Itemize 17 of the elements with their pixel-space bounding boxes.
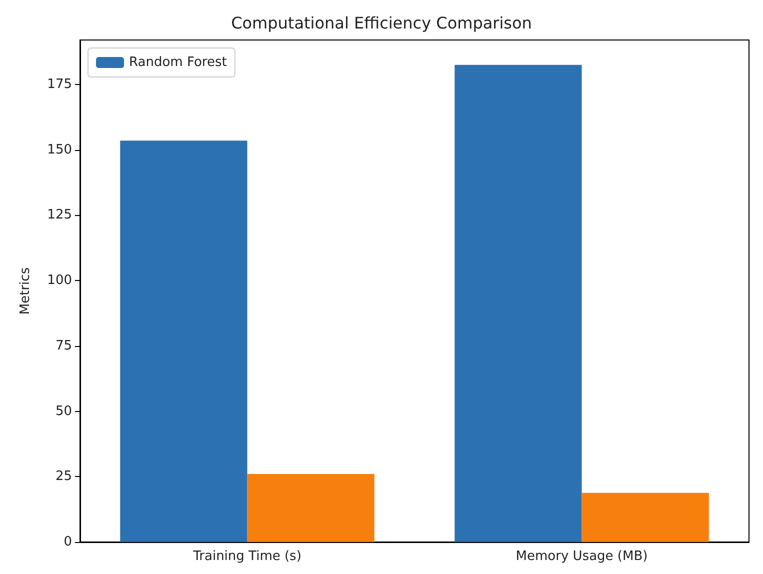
y-tick-label: 50	[55, 404, 72, 419]
bar	[582, 492, 709, 542]
x-tick-label: Training Time (s)	[192, 549, 302, 564]
y-tick-label: 25	[55, 469, 72, 484]
y-tick-label: 150	[47, 142, 72, 158]
bar	[120, 140, 248, 542]
y-tick-label: 100	[47, 273, 72, 288]
y-tick-label: 125	[47, 208, 72, 223]
y-tick-label: 0	[64, 534, 72, 550]
y-tick-label: 175	[47, 76, 72, 92]
chart-title: Computational Efficiency Comparison	[231, 14, 532, 32]
y-tick-label: 75	[55, 338, 72, 354]
x-tick-label: Memory Usage (MB)	[516, 549, 648, 564]
y-axis-title: Metrics	[18, 267, 33, 315]
legend-label: Random Forest	[129, 55, 227, 70]
bar	[454, 64, 582, 542]
bar	[247, 474, 374, 542]
